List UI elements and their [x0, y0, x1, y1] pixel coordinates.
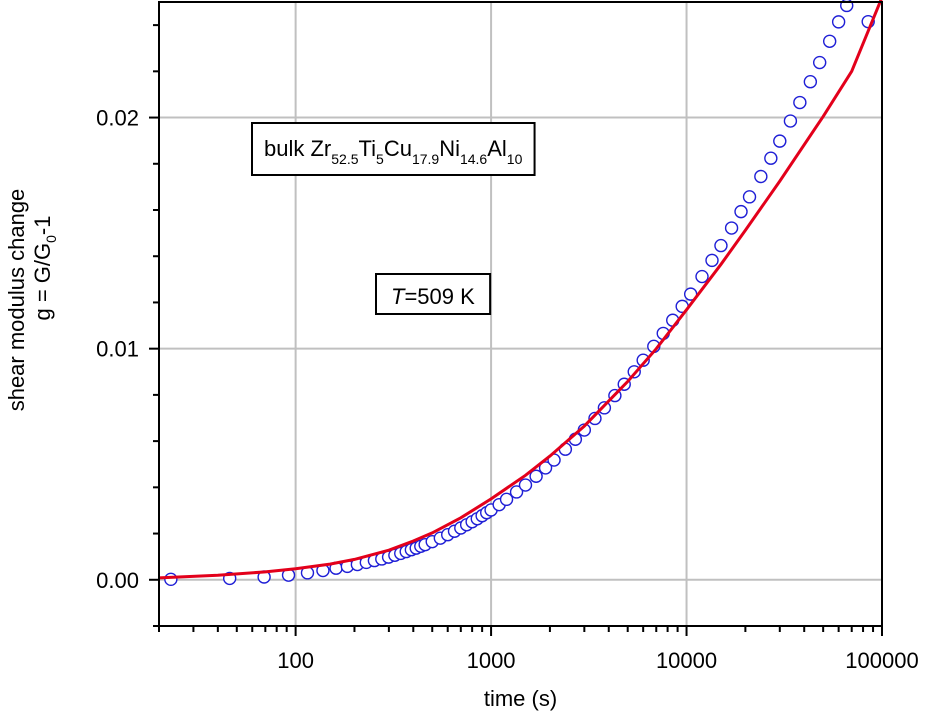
x-axis-title: time (s): [484, 686, 557, 711]
data-point: [714, 238, 728, 253]
y-tick-label: 0.00: [96, 568, 139, 593]
plot-frame: [158, 1, 883, 627]
x-tick-label: 1000: [467, 648, 516, 673]
y-axis-title-tail: -1: [30, 215, 55, 235]
y-axis-title: shear modulus change g = G/G0-1: [4, 189, 59, 412]
y-axis-title-sub: 0: [43, 235, 59, 243]
data-point: [803, 75, 818, 89]
composition-element: bulk Zr: [264, 136, 331, 161]
data-point: [773, 134, 787, 148]
data-point: [509, 485, 524, 499]
fit-line: [158, 0, 883, 580]
composition-label: bulk Zr52.5Ti5Cu17.9Ni14.6Al10: [264, 136, 523, 167]
composition-annotation: bulk Zr52.5Ti5Cu17.9Ni14.6Al10: [251, 122, 536, 176]
y-tick-label: 0.02: [96, 106, 139, 131]
composition-subscript: 14.6: [460, 151, 487, 167]
data-point: [538, 461, 553, 475]
data-point: [734, 204, 748, 219]
data-point: [831, 15, 846, 29]
data-point: [597, 401, 612, 415]
data-point: [518, 478, 533, 492]
temperature-label: T=509 K: [391, 284, 475, 309]
composition-box: [251, 122, 536, 176]
x-tick-label: 10000: [656, 648, 717, 673]
data-point: [499, 492, 514, 507]
composition-subscript: 5: [376, 151, 384, 167]
composition-subscript: 10: [507, 151, 523, 167]
data-point: [636, 353, 650, 367]
data-point: [695, 269, 709, 284]
data-point: [529, 469, 543, 483]
plot-area: [158, 0, 883, 587]
axis-ticks: [149, 24, 883, 636]
temperature-box: [375, 273, 492, 315]
data-point: [754, 169, 768, 184]
data-point: [742, 190, 757, 204]
composition-subscript: 52.5: [331, 151, 358, 167]
y-axis-title-line2: g = G/G0-1: [30, 215, 59, 320]
data-point: [764, 151, 778, 165]
y-axis-title-line1: shear modulus change: [4, 189, 29, 412]
data-point: [822, 34, 837, 48]
composition-element: Cu: [384, 136, 412, 161]
y-axis-title-base: g = G/G: [30, 243, 55, 321]
x-tick-label: 100: [277, 648, 314, 673]
temperature-value: =509 K: [404, 284, 475, 309]
tick-labels: 100 1000 10000 100000 0.00 0.01 0.02: [96, 106, 919, 673]
data-point: [783, 114, 798, 128]
data-point: [164, 572, 178, 587]
x-tick-label: 100000: [845, 648, 918, 673]
data-point: [724, 221, 739, 235]
temperature-annotation: T=509 K: [375, 273, 492, 315]
temperature-symbol: T: [391, 284, 406, 309]
data-point: [812, 55, 827, 70]
data-point: [588, 411, 602, 426]
y-tick-label: 0.01: [96, 337, 139, 362]
composition-element: Ni: [439, 136, 460, 161]
composition-element: Al: [487, 136, 507, 161]
data-point: [793, 95, 807, 110]
composition-element: Ti: [359, 136, 377, 161]
data-point: [705, 253, 719, 268]
composition-subscript: 17.9: [412, 151, 439, 167]
